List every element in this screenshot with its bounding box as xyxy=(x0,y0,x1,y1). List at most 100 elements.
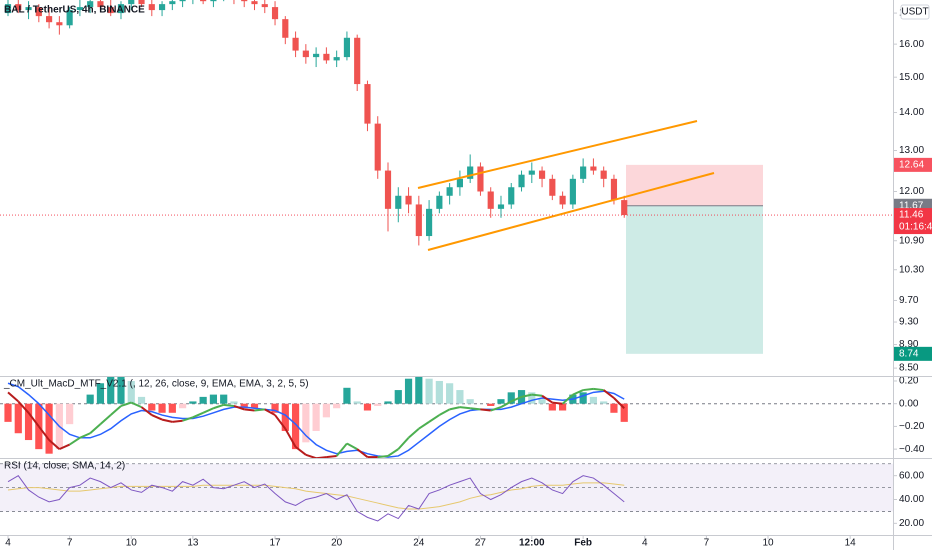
y-tick-label: 0.00 xyxy=(899,398,919,409)
target-zone xyxy=(626,205,763,354)
candle-body xyxy=(4,4,12,14)
candle-body xyxy=(456,178,463,188)
x-tick-label: 27 xyxy=(475,538,487,549)
histogram-bar xyxy=(497,399,505,404)
macd-segment xyxy=(407,427,420,439)
y-tick-label: 16.00 xyxy=(899,39,924,50)
histogram-bar xyxy=(117,377,125,404)
histogram-bar xyxy=(394,390,402,404)
candle-body xyxy=(467,166,474,179)
histogram-bar xyxy=(24,403,33,441)
macd-segment xyxy=(316,456,327,458)
histogram-bar xyxy=(302,403,310,443)
histogram-bar xyxy=(66,403,74,425)
macd-segment xyxy=(254,408,265,412)
histogram-bar xyxy=(415,377,423,404)
candle-body xyxy=(87,1,94,8)
candle-body xyxy=(364,84,371,124)
macd-segment xyxy=(521,393,533,398)
candle-body xyxy=(374,123,381,171)
y-tick-label: −0.20 xyxy=(899,421,925,432)
macd-segment xyxy=(223,403,235,407)
rsi-title: RSI (14, close, SMA, 14, 2) xyxy=(4,461,125,472)
histogram-bar xyxy=(404,378,413,404)
y-tick-label: 9.30 xyxy=(899,317,919,328)
candle-body xyxy=(117,4,125,14)
macd-segment xyxy=(335,442,348,457)
histogram-bar xyxy=(487,403,495,406)
y-tick-label: 60.00 xyxy=(899,470,924,481)
histogram-bar xyxy=(179,403,187,409)
candle-body xyxy=(302,50,309,58)
macd-segment xyxy=(244,408,255,412)
macd-segment xyxy=(294,446,307,456)
macd-segment xyxy=(264,408,276,416)
y-tick-label: 10.90 xyxy=(899,235,924,246)
target-label: 8.74 xyxy=(899,348,919,359)
macd-segment xyxy=(541,394,553,404)
candle-body xyxy=(590,166,597,171)
macd-segment xyxy=(79,432,91,439)
x-tick-label: 24 xyxy=(413,538,425,549)
y-tick-label: 8.50 xyxy=(899,363,919,374)
histogram-bar xyxy=(466,399,474,404)
macd-segment xyxy=(387,448,399,457)
histogram-bar xyxy=(148,403,156,411)
histogram-bar xyxy=(343,387,351,404)
candle-body xyxy=(508,187,515,205)
stop-zone xyxy=(626,164,763,206)
histogram-bar xyxy=(538,399,546,404)
candle-body xyxy=(158,4,166,11)
histogram-bar xyxy=(189,401,197,404)
candle-body xyxy=(610,178,618,201)
x-tick-label: 10 xyxy=(762,538,774,549)
histogram-bar xyxy=(250,403,259,409)
candle-body xyxy=(210,0,217,2)
x-tick-label: 12:00 xyxy=(519,538,545,549)
histogram-bar xyxy=(435,380,443,404)
histogram-bar xyxy=(230,401,238,404)
candle-body xyxy=(323,53,330,61)
macd-segment xyxy=(510,395,522,403)
x-tick-label: 7 xyxy=(704,538,710,549)
histogram-bar xyxy=(271,403,279,413)
y-tick-label: 15.00 xyxy=(899,72,924,83)
currency-badge[interactable] xyxy=(900,4,930,20)
candle-body xyxy=(261,4,268,8)
candle-body xyxy=(138,0,145,5)
candle-body xyxy=(333,57,340,61)
macd-segment xyxy=(480,408,491,412)
histogram-bar xyxy=(281,403,289,431)
target-label-bg xyxy=(894,346,932,361)
last-price-bg xyxy=(894,208,932,235)
candle-body xyxy=(384,170,392,209)
macd-segment xyxy=(490,406,502,412)
histogram-bar xyxy=(107,377,115,404)
macd-segment xyxy=(470,407,481,411)
macd-segment xyxy=(182,416,194,422)
histogram-bar xyxy=(374,403,382,406)
channel xyxy=(417,120,715,251)
candle-body xyxy=(343,37,351,58)
x-tick-label: 7 xyxy=(67,538,73,549)
histogram-bar xyxy=(446,383,454,404)
macd-segment xyxy=(284,428,297,448)
candle-body xyxy=(426,208,433,237)
histogram-bar xyxy=(610,403,618,413)
macd-segment xyxy=(48,439,61,450)
candle-body xyxy=(25,7,32,11)
macd-segment xyxy=(500,400,512,408)
candle-body xyxy=(76,7,83,11)
y-tick-label: 0.20 xyxy=(899,376,919,387)
histogram-bar xyxy=(579,392,587,404)
macd-segment xyxy=(140,406,153,416)
last-price: 11.46 xyxy=(899,210,924,221)
histogram-bar xyxy=(14,403,22,434)
candle-body xyxy=(271,7,279,20)
macd-segment xyxy=(120,401,132,407)
y-tick-label: 12.00 xyxy=(899,186,924,197)
macd-segment xyxy=(552,401,563,405)
histogram-bar xyxy=(220,394,228,404)
y-tick-label: −0.40 xyxy=(899,444,925,455)
candle-body xyxy=(200,0,207,2)
